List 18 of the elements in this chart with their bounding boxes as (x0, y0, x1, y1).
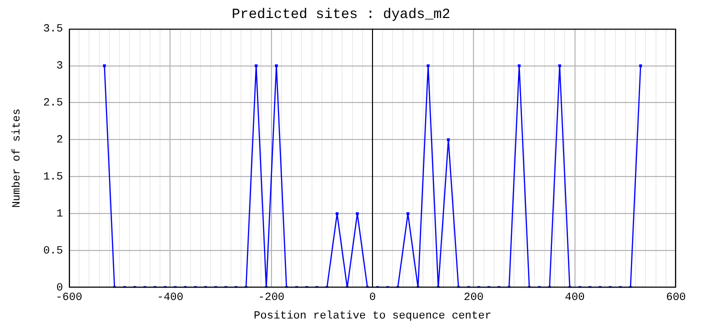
y-tick-label: 3 (56, 60, 64, 73)
y-tick-label: 1.5 (43, 172, 64, 184)
y-tick-label: 1 (56, 208, 64, 221)
y-axis-title: Number of sites (12, 108, 24, 208)
y-tick-label: 0.5 (43, 246, 64, 258)
y-tick-label: 3.5 (43, 24, 64, 36)
y-tick-label: 2.5 (43, 98, 64, 110)
x-axis-title: Position relative to sequence center (254, 310, 492, 322)
x-tick-label: 0 (369, 292, 376, 304)
x-tick-label: 400 (564, 292, 585, 304)
y-tick-label: 2 (56, 134, 64, 147)
x-tick-label: -600 (56, 292, 82, 304)
chart-title: Predicted sites : dyads_m2 (232, 7, 450, 24)
y-tick-label: 0 (56, 282, 64, 295)
x-tick-label: 200 (464, 292, 484, 304)
x-tick-label: 600 (666, 292, 686, 304)
x-tick-label: -200 (258, 292, 285, 304)
x-tick-label: -400 (156, 292, 184, 304)
